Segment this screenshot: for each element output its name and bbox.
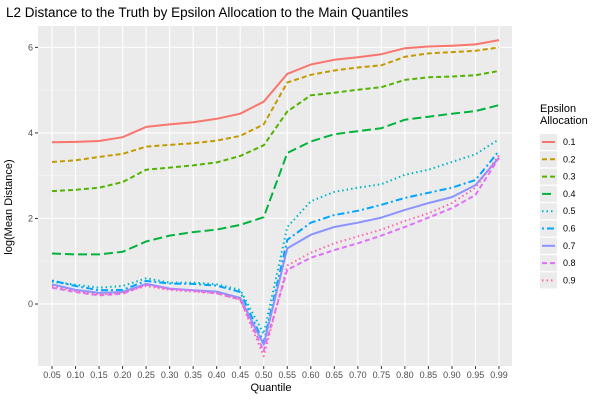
y-tick-label: 2 — [28, 213, 33, 223]
x-tick-label: 0.80 — [396, 370, 414, 380]
series-line-0.4 — [51, 104, 500, 256]
x-tick-label: 0.35 — [184, 370, 202, 380]
series-line-0.1 — [51, 39, 500, 144]
legend-label: 0.4 — [563, 189, 576, 199]
x-tick-label: 0.25 — [137, 370, 155, 380]
legend-title: Epsilon Allocation — [540, 103, 588, 127]
series-line-0.8 — [51, 157, 500, 352]
legend-label: 0.6 — [563, 224, 576, 234]
legend: Epsilon Allocation 0.1 0.2 0.3 0.4 0.5 0.6 0.7 0.… — [540, 103, 588, 289]
y-tick-label: 4 — [28, 128, 33, 138]
x-tick-label: 0.40 — [208, 370, 226, 380]
x-tick-label: 0.10 — [67, 370, 85, 380]
plot-area: 0 2 4 6 0.05 0.10 0.15 0.20 0.25 0.30 0.35 0.40 0.45… — [28, 26, 512, 380]
legend-key-bg — [540, 272, 557, 289]
x-tick-label: 0.30 — [161, 370, 179, 380]
x-tick-label: 0.90 — [443, 370, 461, 380]
legend-label: 0.9 — [563, 275, 576, 285]
x-tick-label: 0.20 — [114, 370, 132, 380]
legend-label: 0.8 — [563, 258, 576, 268]
x-tick-label: 0.75 — [373, 370, 391, 380]
series-line-0.2 — [51, 46, 500, 163]
x-tick-label: 0.15 — [90, 370, 108, 380]
legend-key-bg — [540, 168, 557, 185]
x-tick-label: 0.60 — [302, 370, 320, 380]
legend-key-bg — [540, 255, 557, 272]
y-tick-label: 6 — [28, 42, 33, 52]
legend-label: 0.2 — [563, 154, 576, 164]
legend-key-bg — [540, 151, 557, 168]
legend-label: 0.1 — [563, 137, 576, 147]
x-tick-label: 0.45 — [231, 370, 249, 380]
x-tick-label: 0.65 — [326, 370, 344, 380]
y-tick-label: 0 — [28, 299, 33, 309]
legend-label: 0.3 — [563, 172, 576, 182]
x-tick-label: 0.99 — [490, 370, 508, 380]
x-tick-label: 0.85 — [420, 370, 438, 380]
x-tick-label: 0.05 — [43, 370, 61, 380]
legend-key-bg — [540, 203, 557, 220]
x-tick-label: 0.95 — [467, 370, 485, 380]
series-line-0.3 — [51, 69, 500, 193]
legend-label: 0.5 — [563, 206, 576, 216]
series-line-0.6 — [51, 150, 500, 344]
series-line-0.7 — [51, 157, 500, 346]
legend-label: 0.7 — [563, 241, 576, 251]
y-axis-title: log(Mean Distance) — [3, 159, 15, 254]
chart-title: L2 Distance to the Truth by Epsilon Allo… — [6, 5, 408, 20]
x-tick-label: 0.50 — [255, 370, 273, 380]
x-axis-title: Quantile — [251, 382, 292, 394]
x-tick-label: 0.70 — [349, 370, 367, 380]
x-tick-label: 0.55 — [278, 370, 296, 380]
